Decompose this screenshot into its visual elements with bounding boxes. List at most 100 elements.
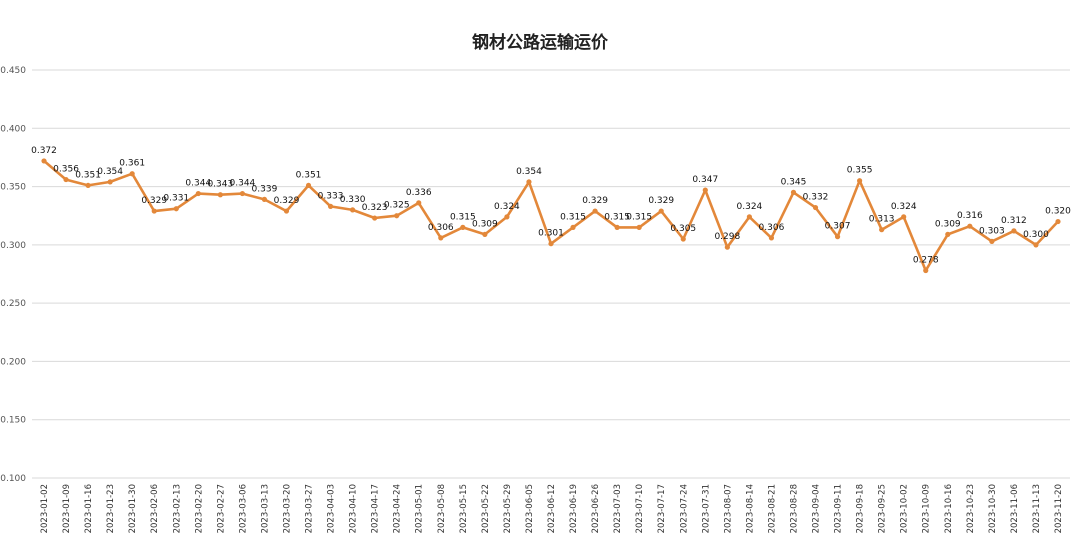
data-label: 0.309 bbox=[935, 219, 961, 229]
data-label: 0.306 bbox=[428, 223, 454, 233]
x-tick-label: 2023-03-20 bbox=[282, 484, 292, 533]
data-label: 0.320 bbox=[1045, 207, 1071, 217]
data-point bbox=[857, 178, 863, 184]
data-point bbox=[746, 214, 752, 220]
data-label: 0.324 bbox=[494, 202, 520, 212]
data-point bbox=[967, 223, 973, 229]
x-tick-label: 2023-03-13 bbox=[260, 484, 270, 533]
data-point bbox=[592, 208, 598, 214]
x-tick-label: 2023-10-09 bbox=[922, 484, 932, 533]
data-point bbox=[879, 227, 885, 233]
data-point bbox=[460, 224, 466, 230]
data-point bbox=[901, 214, 907, 220]
data-point bbox=[482, 231, 488, 237]
x-tick-label: 2023-08-07 bbox=[723, 484, 733, 533]
x-tick-label: 2023-07-03 bbox=[613, 484, 623, 533]
data-point bbox=[614, 224, 620, 230]
x-tick-label: 2023-10-23 bbox=[966, 484, 976, 533]
data-point bbox=[923, 267, 929, 274]
data-point bbox=[283, 208, 290, 214]
x-tick-label: 2023-01-23 bbox=[106, 484, 116, 533]
data-label: 0.278 bbox=[913, 256, 939, 266]
data-label: 0.333 bbox=[318, 191, 344, 201]
y-tick-label: 0.300 bbox=[0, 241, 26, 251]
data-point bbox=[945, 231, 951, 237]
data-label: 0.329 bbox=[274, 196, 300, 206]
data-point bbox=[372, 215, 378, 221]
data-label: 0.343 bbox=[207, 180, 233, 190]
data-label: 0.332 bbox=[803, 193, 829, 203]
data-point bbox=[989, 238, 995, 244]
data-label: 0.301 bbox=[538, 229, 564, 239]
x-tick-label: 2023-09-25 bbox=[878, 484, 888, 533]
x-tick-label: 2023-09-04 bbox=[812, 484, 822, 533]
x-tick-label: 2023-09-11 bbox=[834, 484, 844, 533]
data-point bbox=[834, 234, 841, 240]
x-tick-label: 2023-05-08 bbox=[437, 484, 447, 533]
x-tick-label: 2023-02-13 bbox=[172, 484, 182, 533]
data-point bbox=[41, 158, 47, 164]
data-label: 0.306 bbox=[759, 223, 785, 233]
y-tick-label: 0.100 bbox=[0, 474, 26, 484]
data-point bbox=[173, 206, 179, 212]
data-label: 0.344 bbox=[230, 179, 256, 189]
x-tick-label: 2023-05-01 bbox=[415, 484, 425, 533]
data-label: 0.315 bbox=[450, 212, 476, 222]
data-label: 0.329 bbox=[582, 196, 608, 206]
data-point bbox=[1055, 218, 1061, 225]
data-label: 0.345 bbox=[781, 177, 807, 187]
data-point bbox=[790, 189, 797, 195]
x-tick-label: 2023-10-30 bbox=[988, 484, 998, 533]
x-tick-label: 2023-02-27 bbox=[216, 484, 226, 533]
data-label: 0.309 bbox=[472, 219, 498, 229]
x-tick-label: 2023-07-10 bbox=[635, 484, 645, 533]
data-point bbox=[261, 196, 268, 202]
data-label: 0.303 bbox=[979, 226, 1005, 236]
data-point bbox=[217, 192, 223, 198]
x-tick-label: 2023-06-26 bbox=[591, 484, 601, 533]
data-label: 0.351 bbox=[75, 170, 101, 180]
data-label: 0.323 bbox=[362, 203, 388, 213]
x-tick-label: 2023-08-28 bbox=[789, 484, 799, 533]
data-point bbox=[658, 208, 664, 214]
data-point bbox=[680, 236, 686, 242]
data-point bbox=[504, 214, 510, 220]
data-label: 0.372 bbox=[31, 146, 57, 156]
data-label: 0.324 bbox=[891, 202, 917, 212]
x-tick-label: 2023-08-14 bbox=[745, 484, 755, 533]
data-point bbox=[239, 190, 245, 197]
data-label: 0.329 bbox=[648, 196, 674, 206]
data-label: 0.325 bbox=[384, 201, 410, 211]
y-tick-label: 0.200 bbox=[0, 357, 26, 367]
data-label: 0.354 bbox=[516, 167, 542, 177]
chart-title: 钢材公路运输运价 bbox=[472, 33, 608, 53]
data-label: 0.316 bbox=[957, 211, 983, 221]
data-point bbox=[107, 179, 113, 185]
x-tick-label: 2023-01-02 bbox=[40, 484, 50, 533]
data-point bbox=[768, 235, 775, 241]
data-point bbox=[394, 213, 400, 219]
y-tick-label: 0.450 bbox=[0, 66, 26, 76]
data-label: 0.336 bbox=[406, 188, 432, 198]
data-label: 0.355 bbox=[847, 166, 873, 176]
x-tick-label: 2023-11-20 bbox=[1054, 484, 1064, 533]
x-tick-label: 2023-11-13 bbox=[1032, 484, 1042, 533]
data-point bbox=[526, 179, 532, 185]
data-label: 0.298 bbox=[714, 232, 740, 242]
x-tick-label: 2023-05-22 bbox=[481, 484, 491, 533]
x-tick-label: 2023-07-17 bbox=[657, 484, 667, 533]
data-label: 0.354 bbox=[97, 167, 123, 177]
data-label: 0.315 bbox=[604, 212, 630, 222]
data-point bbox=[305, 182, 312, 189]
x-tick-label: 2023-06-12 bbox=[547, 484, 557, 533]
data-label: 0.331 bbox=[163, 194, 189, 204]
x-tick-label: 2023-06-05 bbox=[525, 484, 535, 533]
x-tick-label: 2023-04-03 bbox=[327, 484, 337, 533]
data-label: 0.329 bbox=[141, 196, 167, 206]
data-point bbox=[195, 190, 201, 197]
x-tick-label: 2023-10-02 bbox=[900, 484, 910, 533]
data-label: 0.312 bbox=[1001, 216, 1027, 226]
x-tick-label: 2023-08-21 bbox=[767, 484, 777, 533]
